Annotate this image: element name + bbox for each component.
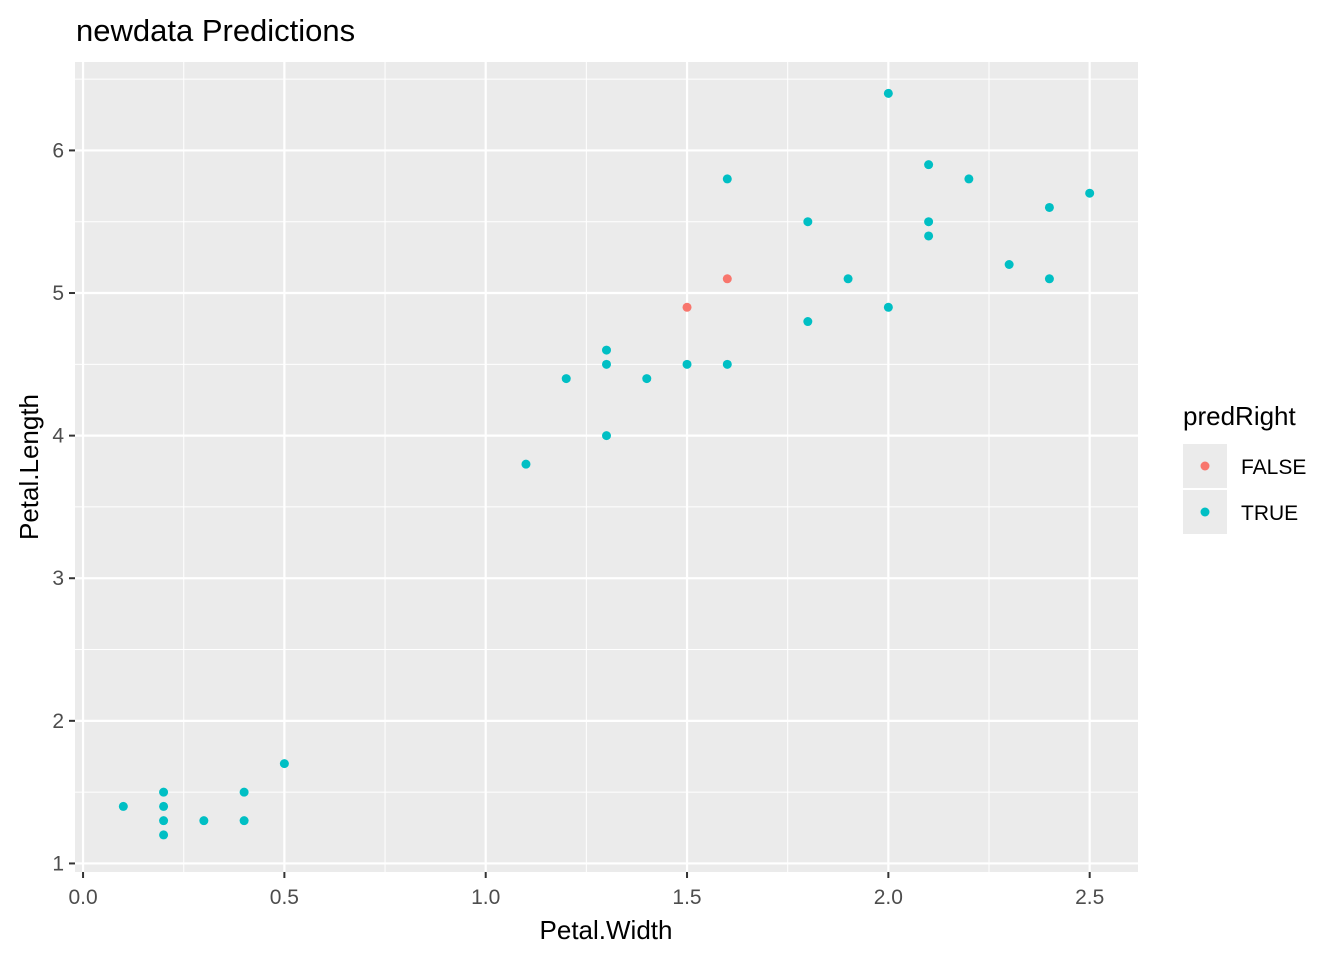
plot-panel: [75, 62, 1138, 872]
x-tick-label: 2.0: [874, 886, 903, 909]
point-true: [602, 359, 611, 369]
point-true: [1004, 260, 1014, 269]
y-axis-title: Petal.Length: [14, 394, 44, 540]
point-true: [239, 816, 249, 826]
x-tick-label: 1.5: [672, 886, 701, 909]
major-gridlines: [75, 62, 1138, 872]
point-true: [561, 374, 571, 384]
x-tick-label: 0.0: [68, 886, 97, 909]
point-true: [159, 830, 169, 840]
legend-dot-true: [1200, 507, 1210, 517]
point-true: [159, 816, 169, 826]
y-tick-label: 2: [52, 710, 64, 733]
point-true: [722, 174, 732, 184]
point-true: [602, 345, 611, 355]
point-false: [682, 302, 692, 312]
point-true: [924, 160, 934, 170]
point-true: [964, 174, 974, 184]
legend-label-false: FALSE: [1241, 456, 1306, 479]
point-true: [924, 231, 934, 241]
y-tick-label: 5: [52, 282, 64, 305]
point-true: [722, 359, 732, 369]
point-true: [239, 787, 249, 797]
point-true: [642, 374, 652, 384]
y-tick-label: 1: [52, 852, 64, 875]
x-tick-label: 1.0: [471, 886, 500, 909]
point-true: [279, 759, 289, 769]
point-true: [1085, 188, 1095, 198]
point-true: [883, 302, 893, 312]
y-tick-label: 4: [52, 425, 64, 448]
point-true: [803, 317, 813, 327]
point-true: [883, 88, 893, 98]
point-true: [602, 431, 611, 441]
y-tick-label: 3: [52, 567, 64, 590]
y-axis-ticks: 1 2 3 4 5 6: [52, 139, 75, 875]
chart-title: newdata Predictions: [76, 13, 355, 48]
legend-title: predRight: [1183, 401, 1297, 431]
x-tick-label: 2.5: [1075, 886, 1104, 909]
x-axis-ticks: 0.0 0.5 1.0 1.5 2.0 2.5: [68, 872, 1104, 909]
legend-dot-false: [1200, 461, 1210, 471]
point-true: [1044, 274, 1054, 284]
point-true: [843, 274, 853, 284]
point-true: [521, 459, 531, 469]
point-true: [159, 787, 169, 797]
data-points: [118, 88, 1095, 840]
point-true: [118, 801, 128, 811]
point-true: [924, 217, 934, 227]
point-true: [199, 816, 209, 826]
y-tick-label: 6: [52, 139, 64, 162]
legend: predRight FALSE TRUE: [1183, 401, 1306, 534]
point-true: [803, 217, 813, 227]
x-tick-label: 0.5: [270, 886, 299, 909]
point-true: [682, 359, 692, 369]
point-false: [722, 274, 732, 284]
point-true: [159, 801, 169, 811]
legend-label-true: TRUE: [1241, 502, 1298, 525]
x-axis-title: Petal.Width: [540, 915, 673, 945]
point-true: [1044, 202, 1054, 212]
